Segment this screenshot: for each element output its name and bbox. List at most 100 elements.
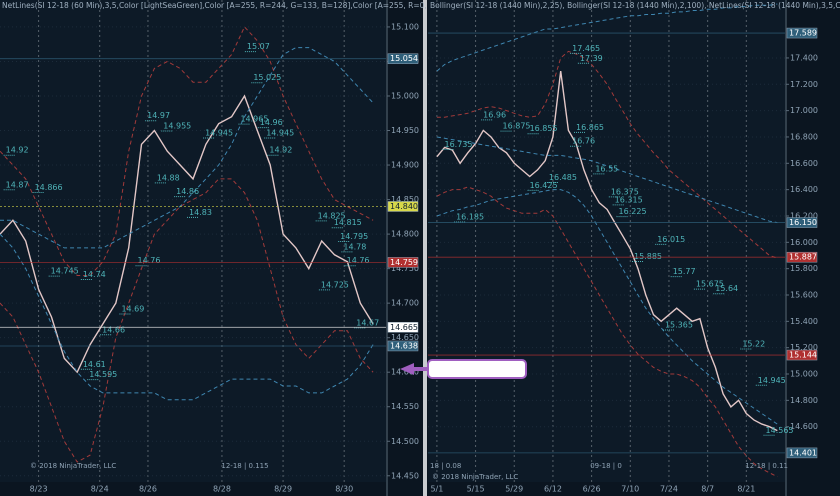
y-tick-label: 14.750 xyxy=(391,264,419,273)
level-label: 14.61 xyxy=(83,360,106,369)
price-box-label: 14.401 xyxy=(789,448,817,457)
level-label: 15.365 xyxy=(665,320,693,329)
price-box-label: 15.054 xyxy=(390,54,418,63)
level-label: 15.675 xyxy=(696,280,724,289)
level-label: 14.78 xyxy=(343,242,366,251)
y-tick-label: 14.600 xyxy=(391,368,419,377)
level-label: 17.39 xyxy=(580,54,603,63)
level-label: 16.185 xyxy=(456,212,484,221)
footer-text: 09-18 | 0 xyxy=(590,462,622,470)
y-tick-label: 14.850 xyxy=(391,195,419,204)
level-label: 14.92 xyxy=(6,146,29,155)
level-label: 16.875 xyxy=(503,122,531,131)
price-line xyxy=(436,71,778,432)
level-label: 15.77 xyxy=(673,267,696,276)
y-tick-label: 15.600 xyxy=(790,290,818,299)
level-label: 14.725 xyxy=(321,280,349,289)
x-tick-label: 7/24 xyxy=(660,485,678,494)
level-label: 15.64 xyxy=(715,284,738,293)
price-box xyxy=(786,217,818,228)
price-box xyxy=(786,349,818,361)
band-line xyxy=(436,189,778,425)
level-label: 14.87 xyxy=(6,180,29,189)
annotation-arrow-shaft xyxy=(414,367,428,371)
y-tick-label: 14.550 xyxy=(391,402,419,411)
x-tick-label: 8/23 xyxy=(30,485,48,494)
price-box xyxy=(387,53,419,64)
y-tick-label: 14.450 xyxy=(391,471,419,480)
y-tick-label: 14.500 xyxy=(391,437,419,446)
level-label: 14.866 xyxy=(35,183,63,192)
price-box-label: 15.144 xyxy=(789,351,817,360)
plot-area xyxy=(0,0,386,482)
level-label: 16.485 xyxy=(549,173,577,182)
level-label: 14.92 xyxy=(269,146,292,155)
y-tick-label: 15.800 xyxy=(790,264,818,273)
level-label: 14.565 xyxy=(766,426,794,435)
y-tick-label: 16.600 xyxy=(790,159,818,168)
y-tick-label: 16.000 xyxy=(790,238,818,247)
x-tick-label: 8/29 xyxy=(274,485,292,494)
x-tick-label: 5/1 xyxy=(430,485,443,494)
level-label: 14.945 xyxy=(266,128,294,137)
x-tick-label: 8/30 xyxy=(335,485,353,494)
level-label: 16.315 xyxy=(615,195,643,204)
x-tick-label: 8/21 xyxy=(737,485,755,494)
level-label: 14.96 xyxy=(260,118,283,127)
level-label: 16.425 xyxy=(530,181,558,190)
level-label: 14.74 xyxy=(83,270,106,279)
y-tick-label: 17.200 xyxy=(790,80,818,89)
y-tick-label: 14.800 xyxy=(391,230,419,239)
y-tick-label: 17.400 xyxy=(790,53,818,62)
price-box xyxy=(786,447,818,459)
y-tick-label: 15.000 xyxy=(391,91,419,100)
y-tick-label: 14.650 xyxy=(391,333,419,342)
level-label: 14.76 xyxy=(138,256,161,265)
level-label: 16.55 xyxy=(595,164,618,173)
x-tick-label: 8/24 xyxy=(91,485,109,494)
level-label: 14.595 xyxy=(89,370,117,379)
price-box-label: 14.638 xyxy=(390,341,418,350)
level-label: 14.97 xyxy=(147,111,170,120)
price-box xyxy=(387,257,419,268)
y-tick-label: 15.400 xyxy=(790,317,818,326)
y-tick-label: 14.900 xyxy=(391,161,419,170)
y-tick-label: 14.600 xyxy=(790,422,818,431)
x-tick-label: 6/26 xyxy=(583,485,601,494)
level-label: 16.76 xyxy=(572,137,595,146)
level-label: 16.015 xyxy=(657,235,685,244)
y-tick-label: 17.000 xyxy=(790,106,818,115)
price-box-label: 14.759 xyxy=(390,258,418,267)
price-box xyxy=(786,27,818,39)
chart-title: Bollinger(SI 12-18 (1440 Min),2,25), Bol… xyxy=(430,1,840,10)
x-tick-label: 6/12 xyxy=(544,485,562,494)
level-label: 14.795 xyxy=(340,232,368,241)
band-line xyxy=(0,233,374,401)
level-label: 14.69 xyxy=(121,305,144,314)
level-label: 16.865 xyxy=(576,123,604,132)
level-label: 16.855 xyxy=(530,124,558,133)
level-label: 15.22 xyxy=(742,340,765,349)
band-line xyxy=(436,50,778,259)
chart-title: NetLines(SI 12-18 (60 Min),3,5,Color [Li… xyxy=(2,1,472,10)
annotation-box xyxy=(427,359,527,379)
x-tick-label: 8/7 xyxy=(701,485,714,494)
level-label: 14.745 xyxy=(51,267,79,276)
price-box xyxy=(387,322,419,333)
price-box xyxy=(387,201,419,212)
footer-text: © 2018 NinjaTrader, LLC xyxy=(432,473,518,481)
level-label: 14.88 xyxy=(157,173,180,182)
level-label: 14.83 xyxy=(189,208,212,217)
annotation xyxy=(400,359,527,379)
y-tick-label: 15.100 xyxy=(391,22,419,31)
level-label: 16.96 xyxy=(483,110,506,119)
price-box xyxy=(786,251,818,263)
y-tick-label: 16.200 xyxy=(790,211,818,220)
level-label: 14.815 xyxy=(334,218,362,227)
price-box-label: 15.887 xyxy=(789,253,817,262)
price-box xyxy=(387,340,419,352)
y-tick-label: 14.700 xyxy=(391,299,419,308)
footer-text: 18 | 0.08 xyxy=(430,462,461,470)
level-label: 14.825 xyxy=(318,211,346,220)
